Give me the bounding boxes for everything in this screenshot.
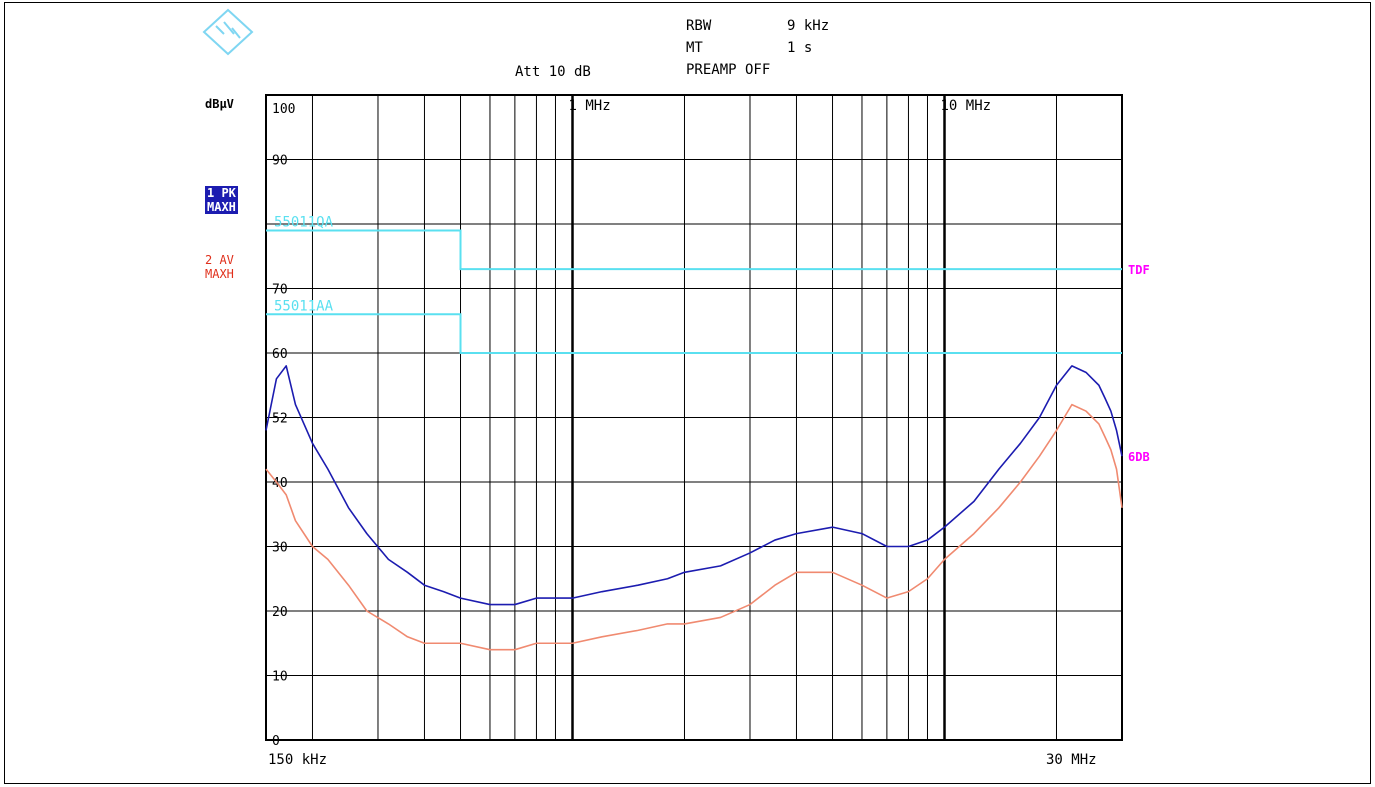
rbw-label: RBW [686, 18, 712, 34]
x-tick-label: 1 MHz [569, 98, 611, 114]
trace1-label: 1 PK MAXH [205, 186, 238, 214]
rohde-schwarz-logo-icon [202, 8, 254, 56]
y-tick-label: 40 [272, 476, 288, 491]
y-tick-label: 100 [272, 102, 295, 117]
y-unit-label: dBµV [205, 97, 234, 111]
y-tick-label: 70 [272, 283, 288, 298]
y-tick-label: 60 [272, 347, 288, 362]
rbw-value: 9 kHz [787, 18, 830, 34]
mt-label: MT [686, 40, 703, 56]
trace1-detector: 1 PK [205, 186, 238, 200]
trace2-mode: MAXH [205, 267, 234, 281]
limit-line [266, 313, 1122, 354]
limit-line-label: 55011AA [274, 298, 334, 314]
trace-peak-line [265, 365, 1123, 606]
tdf-marker-label: TDF [1128, 263, 1150, 277]
six-db-marker-label: 6DB [1128, 450, 1150, 464]
y-tick-label: 90 [272, 154, 288, 169]
trace2-label: 2 AV MAXH [205, 253, 234, 281]
y-tick-label: 20 [272, 605, 288, 620]
y-tick-label: 10 [272, 670, 288, 685]
trace1-mode: MAXH [205, 200, 238, 214]
limit-line [266, 229, 1122, 271]
attenuation-label: Att 10 dB [515, 64, 591, 80]
limit-line-label: 55011QA [274, 214, 334, 230]
x-tick-label: 10 MHz [941, 98, 992, 114]
mt-value: 1 s [787, 40, 813, 56]
trace2-detector: 2 AV [205, 253, 234, 267]
y-tick-label: 30 [272, 541, 288, 556]
trace-average-line [265, 403, 1123, 651]
preamp-label: PREAMP OFF [686, 62, 771, 78]
y-tick-label: 0 [272, 734, 280, 749]
x-tick-label: 30 MHz [1046, 752, 1097, 768]
x-tick-label: 150 kHz [268, 752, 327, 768]
analyzer-frame [4, 2, 1371, 784]
y-tick-label: 52 [272, 412, 288, 427]
